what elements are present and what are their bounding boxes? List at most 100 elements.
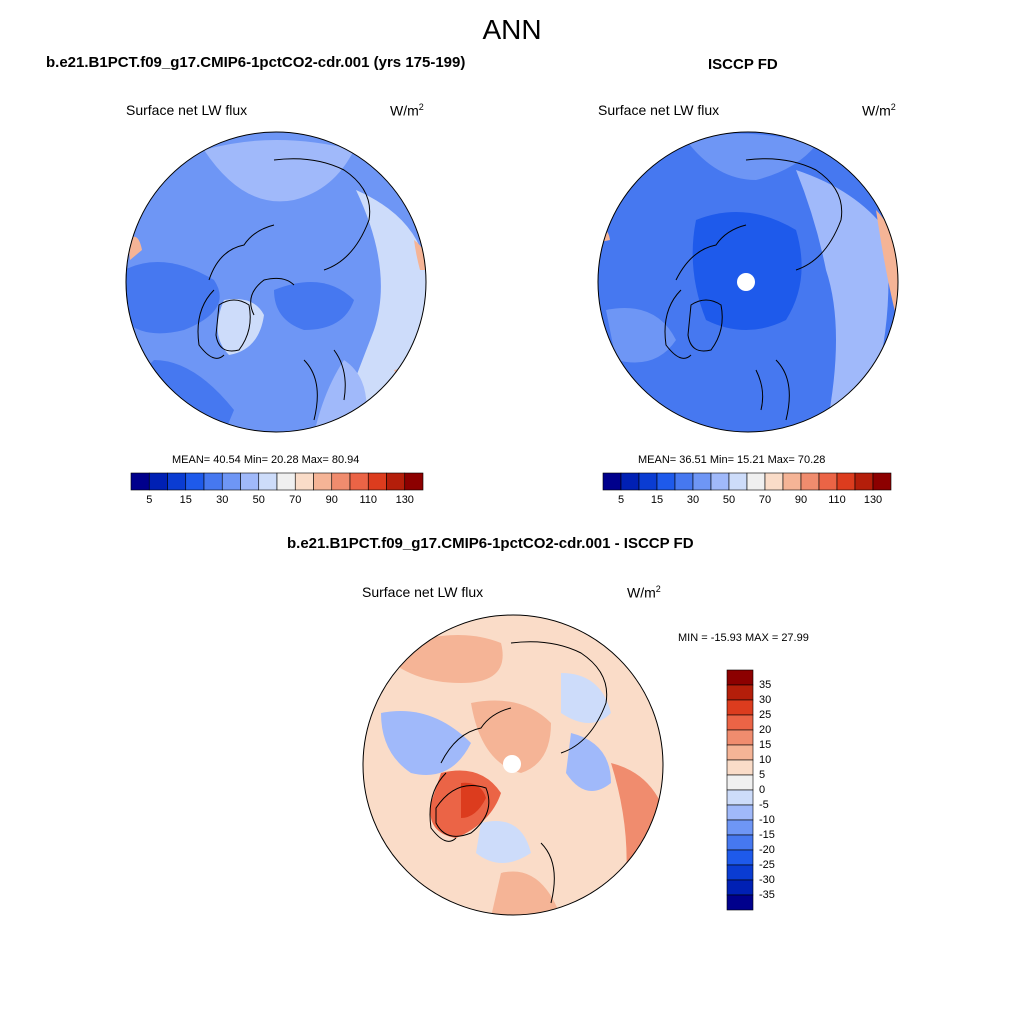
model-field-warm-se: [394, 368, 424, 395]
diff-field-cool-ne: [561, 673, 611, 723]
colorbar-tick-label: 50: [252, 494, 265, 506]
colorbar-box: [836, 472, 856, 491]
model-units-label: W/m2: [390, 102, 424, 119]
colorbar-box: [726, 699, 754, 716]
colorbar-box: [656, 472, 676, 491]
obs-variable-label: Surface net LW flux: [598, 102, 720, 118]
model-colorbar-ticks: 5 15 30 50 70 90 110 130: [131, 494, 423, 508]
colorbar-box: [854, 472, 874, 491]
diff-coastline-eurasia: [510, 641, 608, 904]
model-variable-label: Surface net LW flux: [126, 102, 248, 118]
obs-stats: MEAN= 36.51 Min= 15.21 Max= 70.28: [638, 454, 826, 466]
diff-variable-label: Surface net LW flux: [362, 584, 484, 600]
colorbar-tick-label: 90: [794, 494, 808, 506]
colorbar-box: [148, 472, 168, 491]
colorbar-tick-label: 15: [179, 494, 192, 506]
colorbar-box: [726, 669, 754, 686]
colorbar-box: [800, 472, 820, 491]
colorbar-tick-label: 30: [759, 694, 772, 706]
model-field-dark-west: [126, 262, 220, 334]
colorbar-tick-label: -30: [759, 874, 775, 886]
obs-field-dark-polar: [692, 212, 802, 330]
colorbar-box: [726, 759, 754, 776]
colorbar-tick-label: 20: [759, 724, 772, 736]
colorbar-box: [872, 472, 892, 491]
colorbar-tick-label: 130: [863, 494, 883, 506]
obs-panel-title: ISCCP FD: [708, 56, 778, 73]
model-field-light-north: [204, 140, 354, 202]
colorbar-box: [203, 472, 223, 491]
colorbar-tick-label: 25: [759, 709, 772, 721]
colorbar-box: [726, 864, 754, 881]
colorbar-tick-label: 110: [828, 494, 846, 506]
colorbar-box: [185, 472, 205, 491]
colorbar-box: [258, 472, 278, 491]
obs-field-mid-sw: [606, 308, 676, 363]
colorbar-box: [331, 472, 351, 491]
obs-map-border: [597, 131, 899, 433]
obs-colorbar: [602, 472, 892, 491]
colorbar-box: [726, 834, 754, 851]
obs-pole-hole: [737, 273, 755, 291]
diff-field-warm-south: [491, 871, 561, 915]
colorbar-box: [726, 879, 754, 896]
colorbar-tick-label: -35: [759, 889, 775, 901]
model-coastline-greenland: [215, 299, 251, 352]
colorbar-tick-label: -5: [759, 799, 769, 811]
colorbar-box: [726, 729, 754, 746]
obs-colorbar-ticks: 5 15 30 50 70 90 110 130: [603, 494, 891, 508]
colorbar-box: [294, 472, 314, 491]
diff-field-hotter-greenland: [461, 782, 486, 818]
colorbar-box: [130, 472, 150, 491]
colorbar-box: [367, 472, 387, 491]
colorbar-tick-label: -25: [759, 859, 775, 871]
colorbar-tick-label: 5: [759, 769, 766, 781]
diff-polar-map: [362, 614, 664, 916]
diff-colorbar-ticks: 35 30 25 20 15 10 5 0 -5 -10 -15 -20 -25 -30 -35: [759, 670, 799, 910]
colorbar-box: [638, 472, 658, 491]
colorbar-tick-label: 5: [617, 494, 625, 506]
figure-title: ANN: [482, 14, 542, 45]
colorbar-tick-label: -20: [759, 844, 775, 856]
colorbar-box: [726, 804, 754, 821]
diff-map-border: [362, 614, 664, 916]
obs-field-warm-east: [876, 210, 898, 330]
colorbar-box: [726, 849, 754, 866]
colorbar-tick-label: -10: [759, 814, 775, 826]
model-coastline-eurasia: [273, 158, 371, 421]
colorbar-box: [726, 714, 754, 731]
colorbar-tick-label: 0: [759, 784, 766, 796]
diff-field-warm-polar: [471, 700, 551, 773]
colorbar-box: [404, 472, 424, 491]
colorbar-tick-label: 15: [759, 739, 772, 751]
obs-coastline-north-america: [664, 224, 747, 359]
model-map-border: [125, 131, 427, 433]
colorbar-tick-label: 110: [359, 494, 378, 506]
diff-stats: MIN = -15.93 MAX = 27.99: [678, 632, 809, 644]
colorbar-box: [726, 789, 754, 806]
obs-field-light-east: [796, 170, 889, 430]
colorbar-box: [746, 472, 766, 491]
colorbar-box: [276, 472, 296, 491]
colorbar-box: [313, 472, 333, 491]
diff-field-cool-west: [381, 711, 471, 775]
colorbar-box: [240, 472, 260, 491]
obs-field-mid-north: [686, 133, 816, 180]
colorbar-tick-label: 10: [759, 754, 772, 766]
colorbar-box: [620, 472, 640, 491]
colorbar-box: [692, 472, 712, 491]
obs-coastline-eurasia: [745, 158, 843, 421]
colorbar-tick-label: 5: [146, 494, 153, 506]
colorbar-tick-label: 70: [289, 494, 302, 506]
colorbar-box: [726, 819, 754, 836]
model-field-pale-greenland: [217, 299, 264, 355]
colorbar-box: [818, 472, 838, 491]
colorbar-box: [764, 472, 784, 491]
obs-polar-map: [597, 131, 899, 433]
colorbar-tick-label: 30: [686, 494, 700, 506]
colorbar-box: [167, 472, 187, 491]
diff-units-label: W/m2: [627, 584, 661, 601]
model-panel-title: b.e21.B1PCT.f09_g17.CMIP6-1pctCO2-cdr.00…: [46, 54, 466, 71]
colorbar-tick-label: -15: [759, 829, 775, 841]
colorbar-box: [728, 472, 748, 491]
